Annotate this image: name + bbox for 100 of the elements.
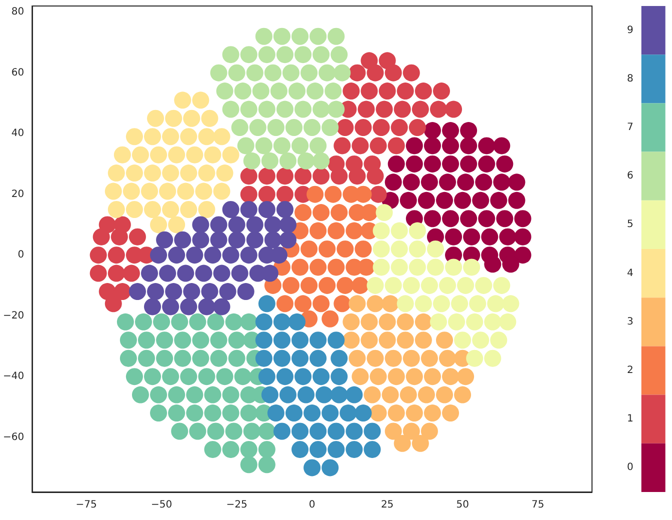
point — [406, 368, 423, 386]
point — [213, 182, 230, 200]
point — [442, 404, 460, 422]
point — [279, 152, 296, 170]
point — [408, 258, 426, 276]
point — [159, 182, 176, 200]
point — [426, 258, 444, 276]
point — [394, 100, 411, 118]
point — [267, 404, 284, 422]
point — [330, 368, 348, 386]
point — [292, 137, 309, 154]
point — [192, 216, 210, 234]
point — [346, 422, 363, 440]
point — [222, 146, 240, 164]
point — [424, 122, 441, 140]
point — [258, 100, 276, 118]
point — [186, 404, 204, 422]
point — [402, 422, 420, 440]
point — [469, 295, 486, 312]
point — [150, 216, 168, 234]
point — [442, 137, 460, 154]
point — [412, 100, 429, 118]
point — [162, 164, 180, 182]
point — [384, 350, 402, 367]
x-tick-label: −75 — [76, 500, 97, 510]
point — [466, 350, 484, 367]
point — [330, 386, 348, 404]
point — [201, 110, 218, 127]
point — [366, 276, 384, 294]
point — [445, 100, 462, 118]
point — [276, 168, 294, 185]
point — [294, 168, 312, 185]
point — [408, 119, 426, 136]
point — [186, 246, 204, 264]
point — [384, 276, 402, 294]
point — [276, 295, 294, 312]
point — [388, 404, 405, 422]
point — [454, 192, 472, 209]
point — [463, 228, 480, 246]
point — [273, 137, 290, 154]
point — [508, 192, 526, 209]
point — [352, 276, 369, 294]
point — [433, 295, 450, 312]
point — [400, 386, 417, 404]
point — [216, 368, 234, 386]
point — [207, 313, 224, 330]
point — [390, 119, 408, 136]
point — [514, 246, 532, 264]
point — [240, 168, 258, 185]
point — [384, 174, 402, 191]
point — [276, 201, 294, 218]
point — [204, 386, 222, 404]
point — [442, 155, 460, 172]
point — [240, 440, 258, 458]
point — [292, 350, 309, 367]
point — [92, 228, 110, 246]
point — [183, 110, 200, 127]
y-tick-label: −40 — [2, 371, 24, 382]
point — [348, 64, 366, 82]
color-bar-label: 7 — [626, 122, 634, 133]
point — [324, 186, 342, 203]
point — [90, 246, 107, 264]
point — [366, 295, 384, 312]
point — [424, 137, 441, 154]
point — [128, 283, 146, 300]
point — [430, 313, 447, 330]
point — [439, 276, 456, 294]
point — [222, 404, 240, 422]
point — [360, 82, 378, 100]
x-tick-label: 25 — [380, 500, 394, 510]
point — [270, 82, 288, 100]
point — [445, 228, 462, 246]
point — [294, 46, 312, 64]
y-tick-label: −20 — [2, 310, 24, 322]
point — [342, 313, 360, 330]
point — [310, 137, 327, 154]
point — [258, 440, 276, 458]
x-tick-label: 0 — [308, 500, 316, 510]
point — [255, 313, 272, 330]
point — [336, 276, 354, 294]
point — [213, 128, 230, 146]
point — [499, 313, 516, 330]
point — [312, 295, 330, 312]
point — [180, 201, 198, 218]
point — [210, 332, 228, 349]
point — [370, 137, 387, 154]
color-bar-label: 4 — [626, 268, 634, 279]
point — [358, 100, 375, 118]
point — [478, 155, 496, 172]
point — [114, 283, 131, 300]
point — [246, 216, 264, 234]
point — [370, 186, 387, 203]
point — [141, 264, 158, 282]
point — [418, 192, 435, 209]
point — [126, 128, 143, 146]
point — [240, 186, 258, 203]
point — [120, 350, 137, 367]
point — [475, 174, 492, 191]
point — [171, 313, 188, 330]
point — [460, 210, 478, 228]
